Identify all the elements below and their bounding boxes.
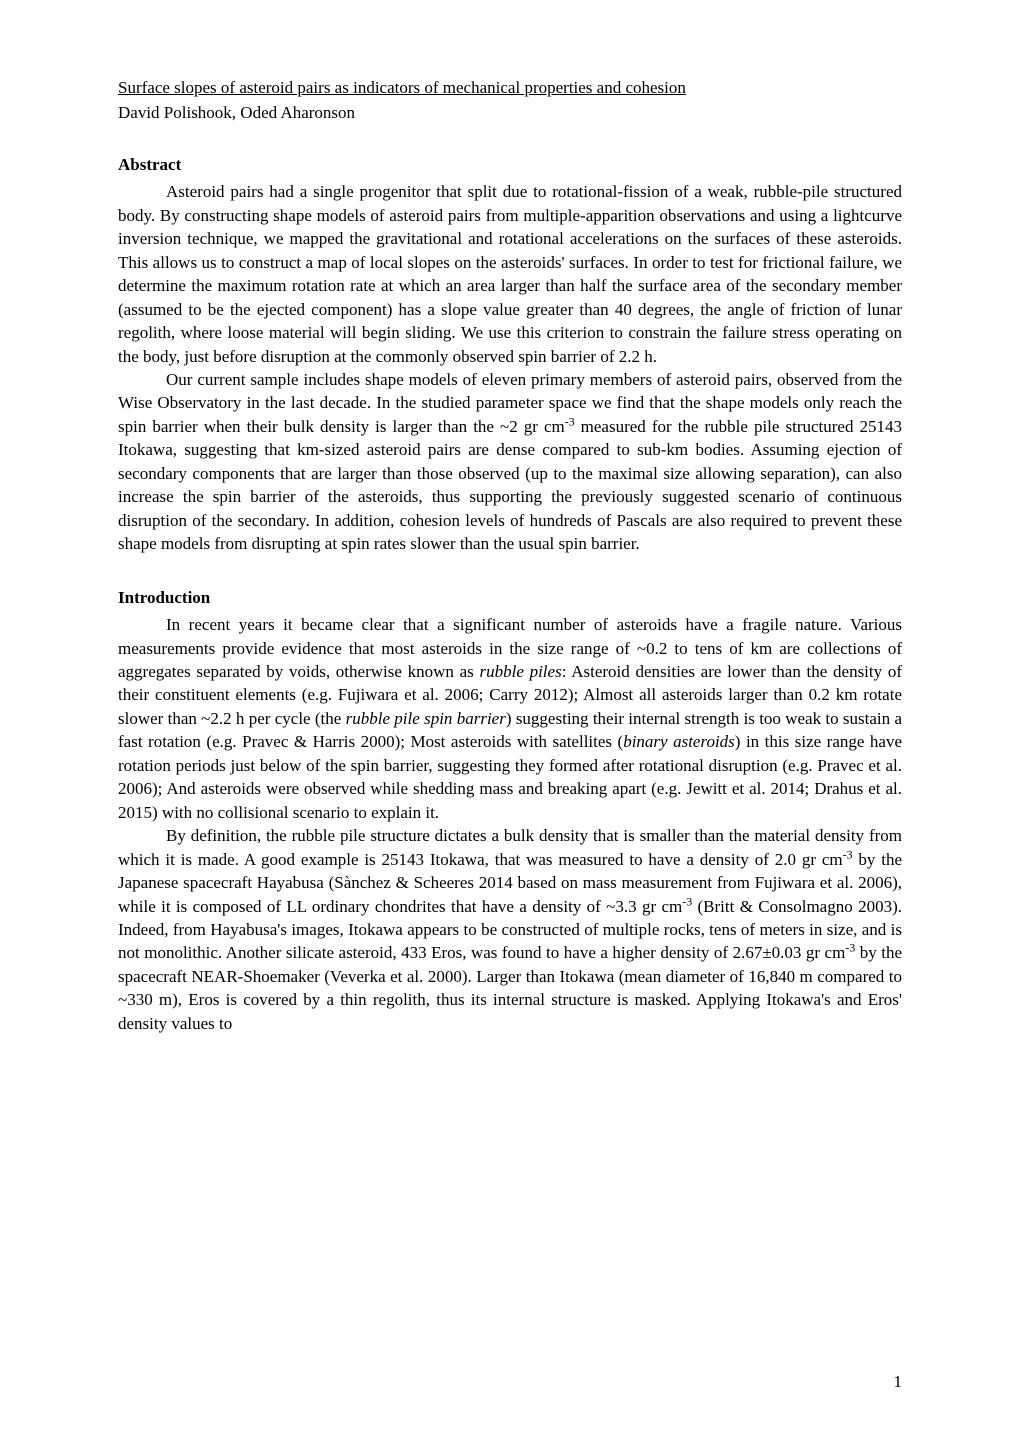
abstract-paragraph-1: Asteroid pairs had a single progenitor t… xyxy=(118,180,902,368)
intro-p1-term-spin-barrier: rubble pile spin barrier xyxy=(346,709,506,728)
abstract-paragraph-2: Our current sample includes shape models… xyxy=(118,368,902,556)
intro-p2-exponent-2: -3 xyxy=(682,894,692,908)
intro-p2-text-a: By definition, the rubble pile structure… xyxy=(118,826,902,868)
intro-paragraph-1: In recent years it became clear that a s… xyxy=(118,613,902,824)
abstract-heading: Abstract xyxy=(118,153,902,176)
introduction-heading: Introduction xyxy=(118,586,902,609)
intro-p2-exponent-1: -3 xyxy=(843,847,853,861)
intro-p1-term-binary-asteroids: binary asteroids xyxy=(623,732,735,751)
intro-paragraph-2: By definition, the rubble pile structure… xyxy=(118,824,902,1035)
abstract-p2-exponent: -3 xyxy=(565,414,575,428)
paper-title: Surface slopes of asteroid pairs as indi… xyxy=(118,76,902,99)
intro-p1-term-rubble-piles: rubble piles xyxy=(479,662,561,681)
introduction-section: Introduction In recent years it became c… xyxy=(118,586,902,1036)
abstract-section: Abstract Asteroid pairs had a single pro… xyxy=(118,153,902,556)
page-number: 1 xyxy=(894,1370,903,1393)
intro-p2-exponent-3: -3 xyxy=(845,941,855,955)
paper-authors: David Polishook, Oded Aharonson xyxy=(118,101,902,124)
abstract-p2-text-b: measured for the rubble pile structured … xyxy=(118,417,902,553)
